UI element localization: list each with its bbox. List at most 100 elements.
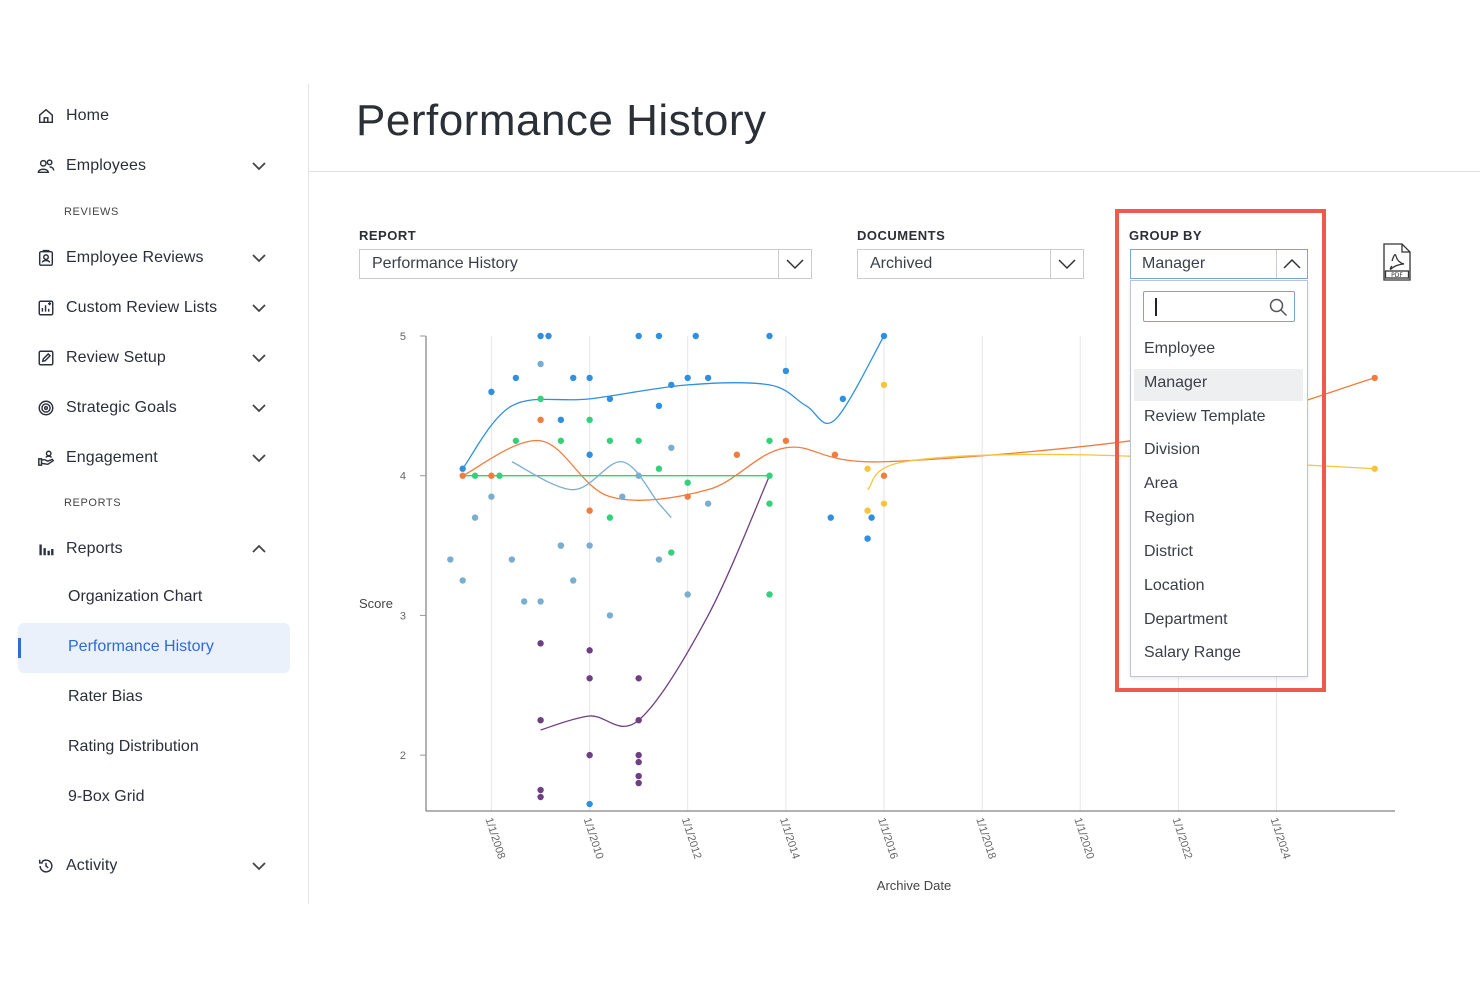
chevron-up-icon[interactable]: [1276, 250, 1307, 278]
sub-item-rating-distribution[interactable]: Rating Distribution: [68, 738, 199, 755]
text-cursor: [1155, 298, 1157, 316]
data-point: [496, 472, 503, 479]
nav-review-setup-label: Review Setup: [66, 349, 166, 366]
data-point: [586, 451, 593, 458]
data-point: [655, 332, 663, 340]
data-point: [635, 437, 642, 444]
data-point: [880, 381, 888, 389]
page-title: Performance History: [356, 96, 767, 145]
chevron-down-icon[interactable]: [250, 349, 268, 367]
option-highlight: [1134, 369, 1303, 401]
data-point: [635, 716, 642, 724]
chevron-down-icon[interactable]: [778, 250, 811, 278]
dropdown-option-area[interactable]: Area: [1144, 475, 1178, 492]
data-point: [459, 577, 466, 584]
data-point: [635, 779, 642, 787]
data-point: [668, 549, 675, 556]
dropdown-option-manager[interactable]: Manager: [1144, 374, 1208, 391]
people-icon: [36, 156, 56, 176]
data-point: [766, 472, 773, 479]
dropdown-option-department[interactable]: Department: [1144, 611, 1228, 628]
documents-select[interactable]: Archived: [857, 249, 1084, 279]
data-point: [635, 332, 642, 340]
data-point: [586, 542, 593, 549]
data-point: [880, 332, 888, 340]
nav-employee-reviews[interactable]: Employee Reviews: [36, 243, 268, 273]
data-point: [692, 332, 699, 340]
data-point: [827, 514, 834, 521]
sub-item-organization-chart[interactable]: Organization Chart: [68, 588, 203, 605]
nav-activity[interactable]: Activity: [36, 851, 268, 881]
x-tick-label: 1/1/2020: [1071, 816, 1096, 860]
data-point: [586, 374, 593, 382]
dropdown-option-district[interactable]: District: [1144, 543, 1193, 560]
pdf-icon[interactable]: PDF: [1381, 243, 1413, 281]
dropdown-option-salary-range[interactable]: Salary Range: [1144, 644, 1241, 661]
y-tick-label: 3: [400, 610, 406, 622]
data-point: [655, 402, 663, 410]
group-by-select[interactable]: Manager: [1130, 249, 1308, 279]
sub-item-rater-bias[interactable]: Rater Bias: [68, 688, 143, 705]
data-point: [766, 437, 773, 444]
data-point: [684, 493, 691, 500]
nav-engagement[interactable]: Engagement: [36, 443, 268, 473]
data-point: [684, 591, 691, 598]
section-label-reviews: REVIEWS: [64, 206, 119, 218]
dropdown-option-employee[interactable]: Employee: [1144, 340, 1216, 357]
active-indicator: [18, 638, 21, 658]
x-axis-label: Archive Date: [877, 878, 951, 893]
dropdown-option-division[interactable]: Division: [1144, 441, 1201, 458]
search-icon: [1269, 298, 1288, 317]
report-label: REPORT: [359, 228, 417, 243]
sub-item-performance-history[interactable]: Performance History: [68, 638, 214, 655]
nav-custom-review-lists[interactable]: Custom Review Lists: [36, 293, 268, 323]
nav-strategic-goals[interactable]: Strategic Goals: [36, 393, 268, 423]
documents-select-value: Archived: [870, 255, 933, 272]
x-tick-label: 1/1/2014: [777, 816, 802, 860]
data-point: [655, 465, 663, 472]
data-point: [537, 360, 544, 368]
data-point: [586, 416, 593, 424]
x-tick-label: 1/1/2018: [973, 816, 998, 860]
dropdown-option-region[interactable]: Region: [1144, 509, 1195, 526]
data-point: [704, 500, 712, 507]
data-point: [512, 437, 520, 444]
chevron-down-icon[interactable]: [1050, 250, 1083, 278]
nav-activity-label: Activity: [66, 857, 118, 874]
chevron-up-icon[interactable]: [250, 540, 268, 558]
data-point: [512, 374, 520, 382]
dropdown-option-location[interactable]: Location: [1144, 577, 1205, 594]
data-point: [586, 507, 593, 514]
data-point: [864, 535, 871, 542]
data-point: [684, 374, 691, 382]
nav-review-setup[interactable]: Review Setup: [36, 343, 268, 373]
chevron-down-icon[interactable]: [250, 399, 268, 417]
report-select-value: Performance History: [372, 255, 518, 272]
chevron-down-icon[interactable]: [250, 157, 268, 175]
data-point: [782, 367, 790, 375]
nav-strategic-goals-label: Strategic Goals: [66, 399, 177, 416]
y-tick-label: 5: [400, 331, 406, 343]
dropdown-option-review-template[interactable]: Review Template: [1144, 408, 1266, 425]
documents-label: DOCUMENTS: [857, 228, 946, 243]
clipboard-user-icon: [36, 248, 56, 268]
data-point: [459, 472, 466, 479]
chevron-down-icon[interactable]: [250, 449, 268, 467]
nav-engagement-label: Engagement: [66, 449, 158, 466]
report-select[interactable]: Performance History: [359, 249, 812, 279]
nav-home-label: Home: [66, 107, 110, 124]
chevron-down-icon[interactable]: [250, 299, 268, 317]
nav-reports[interactable]: Reports: [36, 534, 268, 564]
nav-employee-reviews-label: Employee Reviews: [66, 249, 204, 266]
chevron-down-icon[interactable]: [250, 249, 268, 267]
history-icon: [36, 856, 56, 876]
data-point: [619, 493, 626, 500]
chevron-down-icon[interactable]: [250, 857, 268, 875]
nav-home[interactable]: Home: [36, 101, 268, 131]
dropdown-search-input[interactable]: [1143, 291, 1295, 322]
data-point: [447, 556, 454, 563]
sub-item-9-box-grid[interactable]: 9-Box Grid: [68, 788, 145, 805]
nav-employees[interactable]: Employees: [36, 151, 268, 181]
data-point: [586, 647, 593, 654]
x-tick-label: 1/1/2008: [483, 816, 508, 860]
